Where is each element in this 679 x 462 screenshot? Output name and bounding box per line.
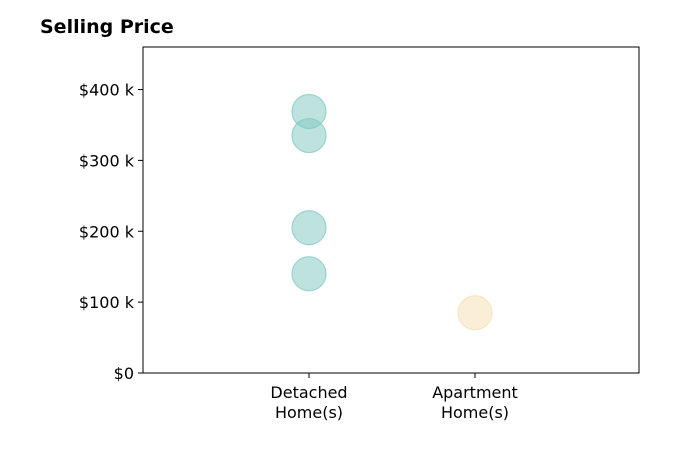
y-tick-label: $400 k: [79, 81, 135, 100]
data-points: [291, 93, 493, 331]
x-tick-label: Home(s): [275, 403, 343, 422]
data-point: [291, 256, 327, 292]
data-point: [291, 210, 327, 246]
plot-frame: [142, 46, 640, 374]
y-tick-label: $0: [114, 364, 134, 383]
data-point: [291, 117, 327, 154]
x-tick-label: Home(s): [441, 403, 509, 422]
chart-title: Selling Price: [40, 16, 174, 38]
y-tick-label: $200 k: [79, 222, 135, 241]
data-point: [457, 295, 493, 331]
y-tick-label: $300 k: [79, 151, 135, 170]
y-axis: $0 $100 k $200 k $300 k $400 k: [79, 81, 143, 383]
y-tick-label: $100 k: [79, 293, 135, 312]
x-tick-label: Detached: [270, 383, 347, 402]
x-tick-label: Apartment: [432, 383, 518, 402]
